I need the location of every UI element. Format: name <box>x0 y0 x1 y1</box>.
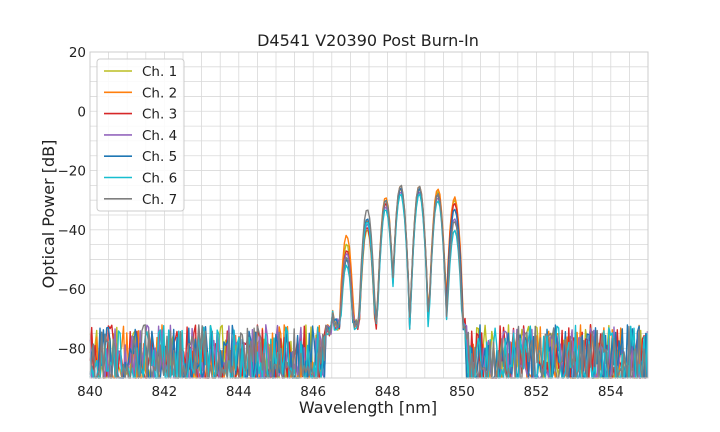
y-tick-label: −40 <box>58 223 87 239</box>
y-axis-label: Optical Power [dB] <box>39 140 58 289</box>
legend-label: Ch. 3 <box>142 107 177 123</box>
x-tick-label: 854 <box>598 384 624 400</box>
x-tick-label: 840 <box>77 384 103 400</box>
x-tick-label: 842 <box>152 384 178 400</box>
legend-label: Ch. 4 <box>142 128 177 144</box>
x-tick-label: 850 <box>449 384 475 400</box>
x-tick-label: 848 <box>375 384 401 400</box>
y-tick-label: −20 <box>58 164 87 180</box>
legend-label: Ch. 2 <box>142 85 177 101</box>
legend-label: Ch. 6 <box>142 171 177 187</box>
x-tick-label: 852 <box>524 384 550 400</box>
y-tick-label: −60 <box>58 282 87 298</box>
legend-label: Ch. 7 <box>142 192 177 208</box>
series-line-7 <box>89 184 648 379</box>
chart-title: D4541 V20390 Post Burn-In <box>257 31 479 50</box>
x-axis-label: Wavelength [nm] <box>299 398 437 417</box>
x-tick-label: 844 <box>226 384 252 400</box>
y-tick-label: 20 <box>69 45 86 61</box>
plot-frame <box>89 51 649 379</box>
legend-box <box>96 58 185 212</box>
y-tick-label: 0 <box>77 104 86 120</box>
legend: Ch. 1 Ch. 2 Ch. 3 Ch. 4 Ch. 5 Ch. 6 Ch. 7 <box>96 58 185 212</box>
tick-labels: 840 842 844 846 848 850 852 854 20 0 −20 −40 −60 −80 <box>58 45 624 400</box>
x-tick-label: 846 <box>300 384 326 400</box>
legend-label: Ch. 5 <box>142 149 177 165</box>
y-tick-label: −80 <box>58 341 87 357</box>
legend-label: Ch. 1 <box>142 64 177 80</box>
